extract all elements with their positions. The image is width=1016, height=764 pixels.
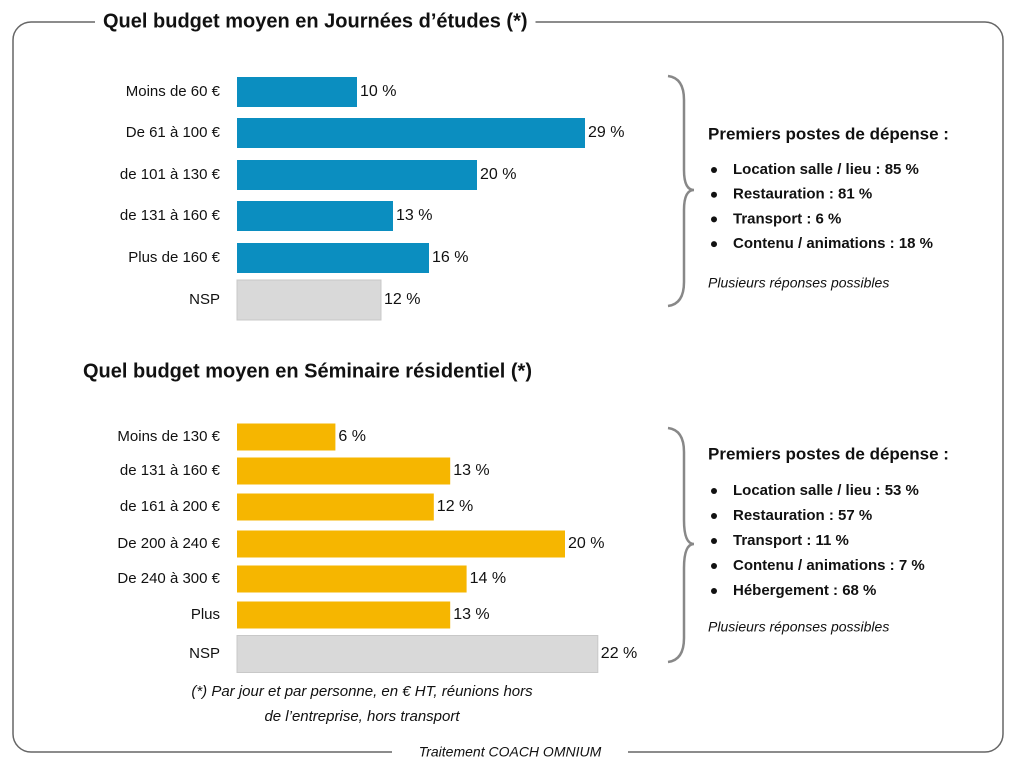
bullet — [711, 216, 717, 223]
side-note: Plusieurs réponses possibles — [708, 275, 889, 291]
title-bg — [75, 355, 540, 389]
footnote-box — [128, 675, 590, 737]
side-item: Transport : 6 % — [733, 210, 841, 227]
category-label: de 101 à 130 € — [120, 166, 221, 183]
category-label: Plus de 160 € — [128, 249, 220, 266]
value-label: 20 % — [480, 166, 516, 183]
value-label: 6 % — [338, 428, 366, 445]
category-label: De 240 à 300 € — [117, 570, 220, 587]
bar — [237, 77, 357, 107]
side-heading: Premiers postes de dépense : — [708, 124, 949, 143]
source-bg — [392, 742, 628, 764]
bullet — [711, 513, 717, 519]
side-heading: Premiers postes de dépense : — [708, 444, 949, 463]
bar — [237, 118, 585, 148]
category-label: De 200 à 240 € — [117, 535, 220, 552]
bar — [237, 457, 451, 485]
bar — [237, 530, 565, 558]
value-label: 20 % — [568, 535, 604, 552]
value-label: 13 % — [453, 462, 489, 479]
category-label: Plus — [191, 606, 220, 623]
category-label: Moins de 130 € — [117, 428, 220, 445]
footnote: (*) Par jour et par personne, en € HT, r… — [191, 683, 533, 700]
value-label: 10 % — [360, 83, 396, 100]
source: Traitement COACH OMNIUM — [419, 744, 602, 760]
bar — [237, 565, 467, 593]
category-label: NSP — [189, 291, 220, 308]
brace — [667, 74, 695, 308]
bullet — [711, 191, 717, 198]
chart-title: Quel budget moyen en Journées d’études (… — [103, 10, 528, 32]
side-item: Restauration : 81 % — [733, 186, 872, 203]
chart-title: Quel budget moyen en Séminaire résidenti… — [83, 360, 532, 382]
side-note: Plusieurs réponses possibles — [708, 619, 889, 635]
side-item: Location salle / lieu : 53 % — [733, 482, 919, 499]
side-item: Hébergement : 68 % — [733, 582, 876, 599]
category-label: De 61 à 100 € — [126, 124, 221, 141]
bar — [237, 601, 451, 629]
category-label: de 131 à 160 € — [120, 462, 221, 479]
side-item: Transport : 11 % — [733, 532, 849, 549]
bar — [237, 243, 429, 273]
bullet — [711, 538, 717, 544]
value-label: 16 % — [432, 249, 468, 266]
category-label: de 161 à 200 € — [120, 498, 221, 515]
bullet — [711, 563, 717, 569]
category-label: NSP — [189, 645, 220, 662]
value-label: 12 % — [384, 291, 420, 308]
side-item: Location salle / lieu : 85 % — [733, 161, 919, 178]
value-label: 14 % — [470, 570, 506, 587]
side-item: Contenu / animations : 18 % — [733, 235, 933, 252]
value-label: 13 % — [396, 207, 432, 224]
bar — [237, 423, 336, 451]
brace — [667, 426, 695, 664]
bar — [237, 201, 393, 231]
title-bg — [95, 5, 536, 39]
bullet — [711, 241, 717, 248]
side-item: Restauration : 57 % — [733, 507, 872, 524]
category-label: Moins de 60 € — [126, 83, 221, 100]
value-label: 29 % — [588, 124, 624, 141]
bullet — [711, 167, 717, 173]
bar — [236, 279, 382, 321]
bar — [237, 493, 434, 521]
bullet — [711, 588, 717, 594]
side-item: Contenu / animations : 7 % — [733, 557, 925, 574]
footnote: de l’entreprise, hors transport — [264, 708, 460, 725]
value-label: 13 % — [453, 606, 489, 623]
value-label: 12 % — [437, 498, 473, 515]
bar — [236, 635, 599, 673]
category-label: de 131 à 160 € — [120, 207, 221, 224]
bar — [237, 160, 477, 190]
bullet — [711, 488, 717, 494]
value-label: 22 % — [601, 645, 637, 662]
